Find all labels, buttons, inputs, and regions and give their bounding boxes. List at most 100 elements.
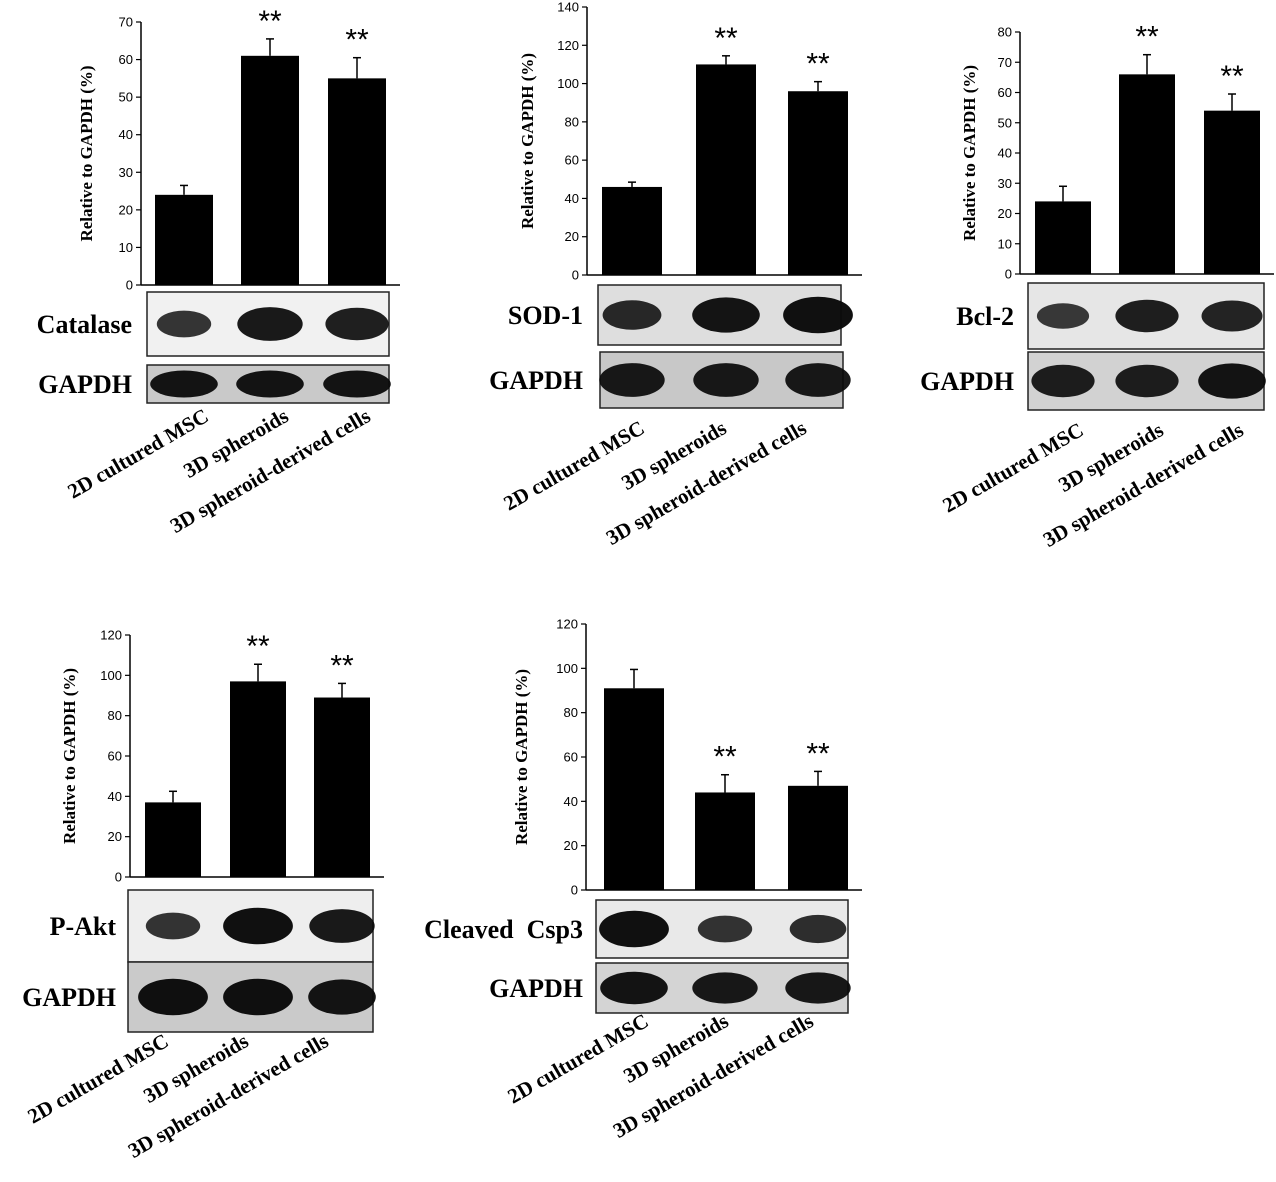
y-tick-label: 70	[119, 15, 133, 30]
significance-mark: **	[806, 737, 830, 770]
category-label: 2D cultured MSC	[23, 1029, 172, 1129]
y-tick-label: 30	[998, 176, 1012, 191]
blot-band	[138, 978, 208, 1016]
chart-panel-5: 0 20 40 60 80 100 120 Relative to GAPDH (%) ** **…	[424, 617, 862, 1143]
y-tick-label: 50	[119, 90, 133, 105]
chart-panel-1: 0 10 20 30 40 50 60 70 Relative to GAPDH (%) ** **…	[37, 5, 400, 538]
y-axis-label: Relative to GAPDH (%)	[60, 668, 79, 844]
y-tick-label: 0	[572, 268, 579, 283]
y-tick-label: 20	[108, 829, 122, 844]
y-tick-label: 40	[108, 789, 122, 804]
y-axis-label: Relative to GAPDH (%)	[518, 53, 537, 229]
chart-panel-4: 0 20 40 60 80 100 120 Relative to GAPDH (%) ** **…	[22, 628, 384, 1163]
y-axis-label: Relative to GAPDH (%)	[512, 669, 531, 845]
bar-3	[328, 78, 386, 285]
blot-band	[145, 912, 201, 940]
blot-label: GAPDH	[920, 367, 1014, 396]
blot-band	[693, 363, 759, 397]
chart-panel-2: 0 20 40 60 80 100 120 140 Relative to GAPDH (%) *…	[489, 0, 862, 550]
bar-2	[696, 64, 756, 275]
significance-mark: **	[806, 48, 830, 81]
category-label: 2D cultured MSC	[499, 416, 648, 516]
y-tick-label: 40	[565, 191, 579, 206]
bar-2	[241, 55, 299, 285]
y-tick-label: 10	[998, 236, 1012, 251]
y-tick-label: 20	[565, 229, 579, 244]
bar-1	[602, 186, 662, 275]
y-tick-label: 20	[998, 206, 1012, 221]
y-tick-label: 120	[100, 628, 122, 643]
y-tick-label: 60	[108, 749, 122, 764]
y-tick-label: 140	[557, 0, 579, 15]
y-tick-label: 70	[998, 55, 1012, 70]
significance-mark: **	[330, 649, 354, 682]
y-tick-label: 0	[126, 278, 133, 293]
y-tick-label: 10	[119, 240, 133, 255]
blot-band	[150, 370, 218, 398]
bar-3	[1204, 110, 1260, 275]
significance-mark: **	[1135, 21, 1159, 54]
blot-label: Catalase	[37, 310, 132, 339]
blot-band	[1201, 300, 1263, 332]
y-tick-label: 100	[100, 668, 122, 683]
y-tick-label: 80	[564, 705, 578, 720]
blot-band	[697, 915, 753, 943]
blot-band	[237, 307, 303, 341]
blot-band	[323, 370, 391, 398]
bar-1	[1035, 201, 1091, 274]
y-tick-label: 80	[108, 708, 122, 723]
blot-band	[692, 972, 758, 1004]
y-tick-label: 100	[557, 76, 579, 91]
y-tick-label: 0	[571, 883, 578, 898]
blot-band	[602, 300, 662, 330]
bar-2	[695, 792, 755, 890]
blot-band	[223, 978, 293, 1016]
category-label: 2D cultured MSC	[938, 418, 1087, 518]
y-tick-label: 40	[998, 146, 1012, 161]
blot-label: GAPDH	[38, 370, 132, 399]
bar-3	[788, 785, 848, 890]
blot-label: GAPDH	[489, 366, 583, 395]
blot-band	[223, 907, 293, 945]
blot-band	[599, 363, 665, 397]
significance-mark: **	[714, 22, 738, 55]
blot-band	[692, 297, 760, 333]
bar-1	[604, 688, 664, 890]
y-tick-label: 80	[998, 25, 1012, 40]
blot-band	[156, 310, 212, 338]
blot-band	[1198, 363, 1266, 399]
blot-label: Bcl-2	[956, 302, 1014, 331]
blot-band	[785, 363, 851, 397]
y-tick-label: 20	[119, 202, 133, 217]
blot-band	[785, 972, 851, 1004]
y-axis-label: Relative to GAPDH (%)	[77, 65, 96, 241]
blot-label: P-Akt	[50, 912, 117, 941]
bar-3	[788, 91, 848, 275]
blot-band	[1031, 364, 1095, 398]
y-tick-label: 120	[557, 38, 579, 53]
category-label: 2D cultured MSC	[503, 1009, 652, 1109]
significance-mark: **	[1220, 60, 1244, 93]
y-tick-label: 0	[115, 870, 122, 885]
bar-2	[230, 681, 286, 877]
y-axis-label: Relative to GAPDH (%)	[960, 65, 979, 241]
blot-band	[1036, 303, 1090, 329]
bar-1	[155, 194, 213, 285]
y-tick-label: 50	[998, 115, 1012, 130]
y-tick-label: 60	[565, 153, 579, 168]
blot-label: GAPDH	[22, 983, 116, 1012]
blot-band	[783, 296, 853, 334]
blot-band	[325, 307, 389, 341]
y-tick-label: 60	[998, 85, 1012, 100]
blot-label: GAPDH	[489, 974, 583, 1003]
blot-band	[599, 910, 669, 948]
blot-band	[789, 914, 847, 944]
blot-band	[308, 979, 376, 1015]
y-tick-label: 40	[119, 127, 133, 142]
y-tick-label: 60	[119, 52, 133, 67]
y-tick-label: 0	[1005, 267, 1012, 282]
significance-mark: **	[713, 741, 737, 774]
blot-band	[1115, 364, 1179, 398]
y-tick-label: 100	[556, 661, 578, 676]
